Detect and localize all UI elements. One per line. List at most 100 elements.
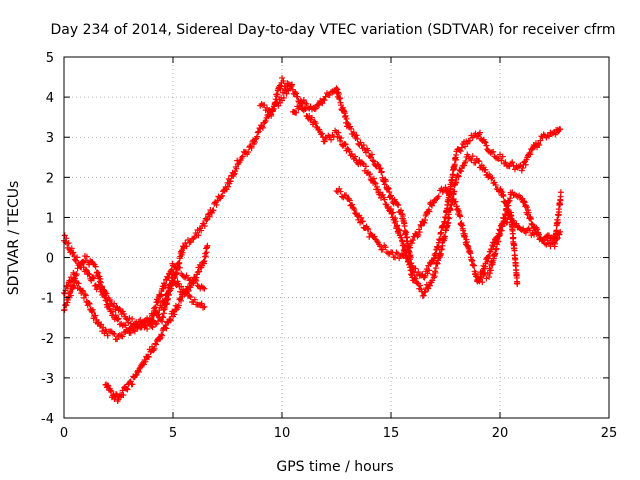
data-point [312,120,319,127]
data-point [337,137,344,144]
data-point [359,218,366,225]
data-point [535,140,542,147]
data-point [335,129,342,136]
data-point [369,157,376,164]
data-point [508,212,515,219]
data-point [146,353,153,360]
data-point [261,102,268,109]
data-point [227,178,234,185]
data-point [199,304,206,311]
data-point [424,270,431,277]
data-point [120,392,127,399]
data-point [183,272,190,279]
data-point [180,273,187,280]
data-point [175,302,182,309]
data-point [354,135,361,142]
data-point [321,97,328,104]
data-point [396,227,403,234]
data-point [316,126,323,133]
data-point [179,249,186,256]
data-point [201,303,208,310]
data-point [344,119,351,126]
data-point [218,193,225,200]
data-point [292,89,299,96]
data-point [458,168,465,175]
data-point [483,275,490,282]
data-point [159,332,166,339]
data-point [251,139,258,146]
data-point [82,266,89,273]
data-point [544,237,551,244]
data-point [144,325,151,332]
data-point [130,327,137,334]
data-point [481,138,488,145]
data-point [165,288,172,295]
data-point [488,175,495,182]
data-point [86,300,93,307]
data-point [131,328,138,335]
data-point [110,330,117,337]
data-point [181,291,188,298]
data-point [225,183,232,190]
data-point [126,330,133,337]
data-series [61,74,564,404]
data-point [430,199,437,206]
data-point [432,252,439,259]
data-point [203,249,210,256]
data-point [536,231,543,238]
data-point [68,245,75,252]
data-point [486,252,493,259]
data-point [83,267,90,274]
data-point [382,178,389,185]
data-point [390,209,397,216]
data-point [370,158,377,165]
data-point [450,172,457,179]
data-point [514,193,521,200]
data-point [409,237,416,244]
data-point [416,229,423,236]
data-point [210,207,217,214]
data-point [170,274,177,281]
series-track-e [61,271,208,343]
data-point [112,312,119,319]
data-point [89,306,96,313]
data-point [103,290,110,297]
data-point [467,137,474,144]
data-point [338,135,345,142]
data-point [394,201,401,208]
data-point [154,310,161,317]
data-point [193,274,200,281]
data-point [522,161,529,168]
data-point [496,226,503,233]
data-point [417,282,424,289]
data-point [113,390,120,397]
data-point [479,279,486,286]
data-point [304,104,311,111]
data-point [161,297,168,304]
data-point [74,265,81,272]
data-point [88,307,95,314]
data-point [283,90,290,97]
y-tick-label: 4 [46,91,54,106]
data-point [528,146,535,153]
data-point [392,218,399,225]
data-point [462,233,469,240]
data-point [488,246,495,253]
data-point [388,192,394,199]
data-point [343,115,350,122]
data-point [384,203,391,210]
data-point [230,171,237,178]
data-point [439,188,446,195]
data-point [176,264,183,271]
data-point [370,175,377,182]
x-tick-label: 15 [383,426,400,441]
data-point [499,153,506,160]
data-point [183,243,190,250]
data-point [160,285,167,292]
data-point [343,192,350,199]
data-point [426,208,433,215]
data-point [171,311,178,318]
data-point [149,318,156,325]
data-point [382,244,389,251]
data-point [392,254,399,261]
